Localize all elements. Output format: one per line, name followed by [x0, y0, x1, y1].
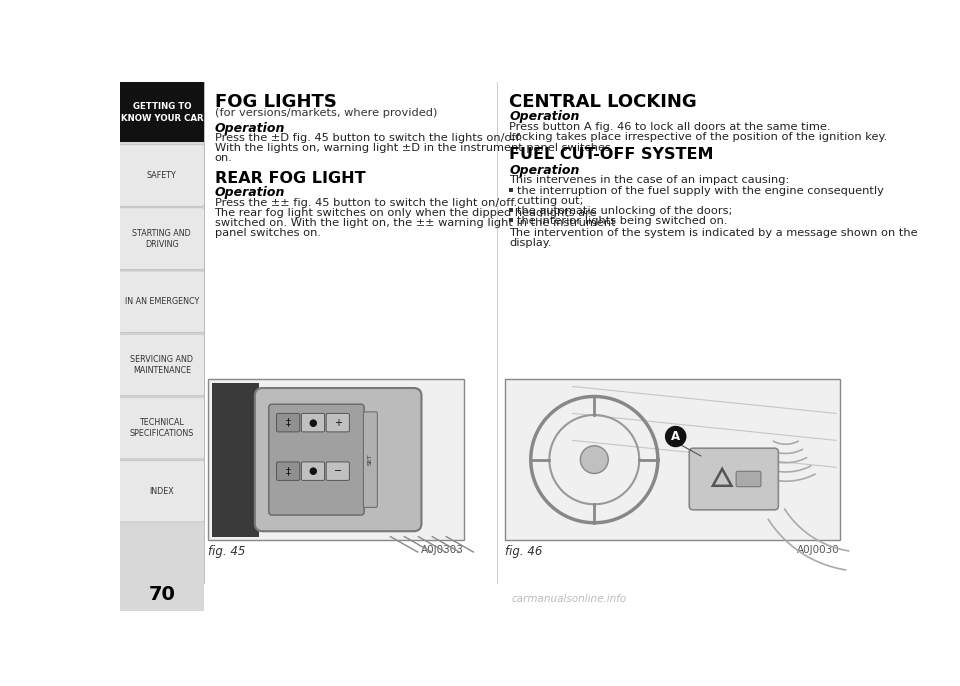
Text: display.: display. — [509, 238, 552, 248]
Text: SAFETY: SAFETY — [147, 171, 177, 180]
Text: switched on. With the light on, the ±± warning light in the instrument: switched on. With the light on, the ±± w… — [214, 218, 615, 228]
Text: IN AN EMERGENCY: IN AN EMERGENCY — [125, 297, 199, 306]
FancyBboxPatch shape — [254, 388, 421, 531]
FancyBboxPatch shape — [276, 462, 300, 480]
Text: This intervenes in the case of an impact causing:: This intervenes in the case of an impact… — [509, 176, 789, 185]
Text: Operation: Operation — [509, 164, 580, 177]
Text: TECHNICAL
SPECIFICATIONS: TECHNICAL SPECIFICATIONS — [130, 418, 194, 438]
Circle shape — [665, 427, 685, 447]
Text: With the lights on, warning light ±D in the instrument panel switches: With the lights on, warning light ±D in … — [214, 143, 611, 153]
Text: FUEL CUT-OFF SYSTEM: FUEL CUT-OFF SYSTEM — [509, 147, 713, 162]
FancyBboxPatch shape — [326, 414, 349, 432]
Text: The rear fog light switches on only when the dipped headlights are: The rear fog light switches on only when… — [214, 208, 597, 218]
Bar — [509, 208, 513, 212]
Text: on.: on. — [214, 153, 232, 163]
Text: INDEX: INDEX — [150, 486, 174, 496]
Text: carmanualsonline.info: carmanualsonline.info — [512, 594, 627, 604]
Bar — [120, 82, 204, 143]
Text: the interior lights being switched on.: the interior lights being switched on. — [516, 215, 728, 226]
Text: Operation: Operation — [214, 121, 285, 134]
Bar — [509, 218, 513, 222]
Text: ●: ● — [309, 418, 317, 427]
Text: +: + — [334, 418, 342, 427]
FancyBboxPatch shape — [301, 414, 324, 432]
FancyBboxPatch shape — [118, 460, 204, 522]
Text: STARTING AND
DRIVING: STARTING AND DRIVING — [132, 228, 191, 249]
Text: A0J0030: A0J0030 — [797, 545, 840, 555]
Text: Locking takes place irrespective of the position of the ignition key.: Locking takes place irrespective of the … — [509, 132, 887, 141]
FancyBboxPatch shape — [276, 414, 300, 432]
FancyBboxPatch shape — [118, 334, 204, 396]
FancyBboxPatch shape — [118, 208, 204, 270]
FancyBboxPatch shape — [689, 448, 779, 510]
Text: GETTING TO
KNOW YOUR CAR: GETTING TO KNOW YOUR CAR — [121, 102, 204, 123]
Text: Press button A fig. 46 to lock all doors at the same time.: Press button A fig. 46 to lock all doors… — [509, 121, 830, 132]
Circle shape — [581, 446, 609, 473]
Text: The intervention of the system is indicated by a message shown on the: The intervention of the system is indica… — [509, 228, 918, 238]
Text: ‡: ‡ — [286, 418, 291, 427]
FancyBboxPatch shape — [363, 412, 377, 508]
Text: REAR FOG LIGHT: REAR FOG LIGHT — [214, 171, 365, 186]
Text: panel switches on.: panel switches on. — [214, 228, 321, 238]
Text: Press the ±± fig. 45 button to switch the light on/off.: Press the ±± fig. 45 button to switch th… — [214, 198, 516, 208]
Text: CENTRAL LOCKING: CENTRAL LOCKING — [509, 93, 697, 111]
FancyBboxPatch shape — [118, 145, 204, 206]
Bar — [212, 383, 259, 536]
Text: Operation: Operation — [509, 110, 580, 123]
Text: ●: ● — [309, 466, 317, 476]
Text: Operation: Operation — [214, 187, 285, 199]
FancyBboxPatch shape — [736, 471, 761, 487]
Text: A0J0303: A0J0303 — [421, 545, 464, 555]
Text: −: − — [334, 466, 342, 476]
Bar — [208, 379, 464, 541]
Text: (for versions/markets, where provided): (for versions/markets, where provided) — [214, 108, 437, 118]
Text: FOG LIGHTS: FOG LIGHTS — [214, 93, 336, 111]
Text: A: A — [671, 430, 681, 443]
Text: Press the ±D fig. 45 button to switch the lights on/off.: Press the ±D fig. 45 button to switch th… — [214, 133, 522, 143]
Text: the interruption of the fuel supply with the engine consequently: the interruption of the fuel supply with… — [516, 185, 883, 196]
Bar — [505, 379, 840, 541]
Text: 70: 70 — [149, 585, 176, 604]
Text: fig. 45: fig. 45 — [208, 545, 246, 558]
FancyBboxPatch shape — [301, 462, 324, 480]
Text: fig. 46: fig. 46 — [505, 545, 542, 558]
FancyBboxPatch shape — [326, 462, 349, 480]
Text: ‡: ‡ — [286, 466, 291, 476]
Text: the automatic unlocking of the doors;: the automatic unlocking of the doors; — [516, 206, 732, 215]
Text: cutting out;: cutting out; — [516, 196, 584, 206]
Text: SET: SET — [368, 454, 372, 465]
Bar — [509, 188, 513, 191]
FancyBboxPatch shape — [118, 271, 204, 333]
Bar — [120, 82, 204, 611]
FancyBboxPatch shape — [118, 397, 204, 459]
FancyBboxPatch shape — [269, 404, 364, 515]
Text: SERVICING AND
MAINTENANCE: SERVICING AND MAINTENANCE — [131, 355, 193, 375]
